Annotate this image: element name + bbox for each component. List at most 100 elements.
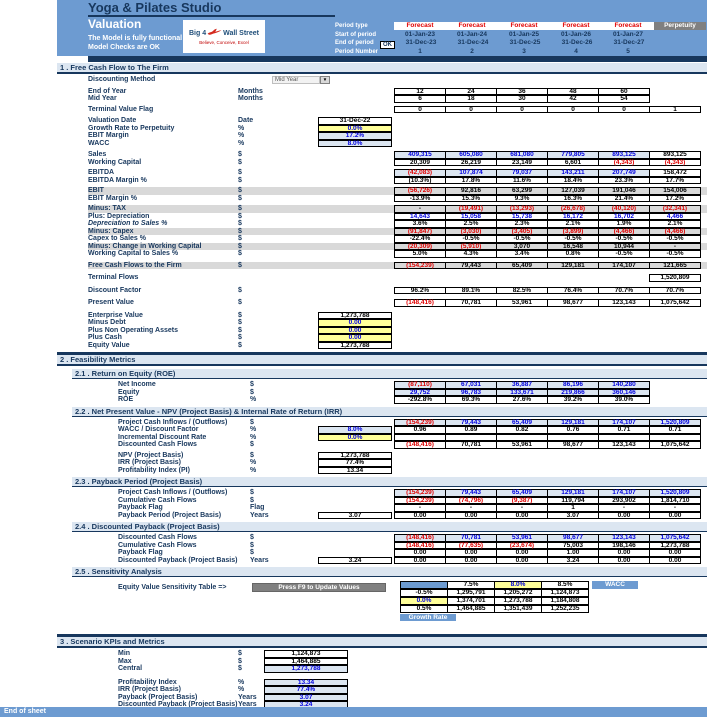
input-value-box[interactable]: 0.0%	[318, 124, 392, 132]
sensitivity-cell: 1,205,272	[494, 589, 542, 597]
row-label: Profitability Index	[118, 678, 177, 686]
row-label: Payback Period (Project Basis)	[118, 511, 222, 519]
sheet-row: EBITDA $ (42,083) 107,874 79,037 143,211 207,7…	[88, 169, 707, 177]
row-label: EBITDA	[88, 169, 115, 176]
sheet-row: WACC / Discount Factor% 8.0% 0.96 0.89 0.82 0…	[118, 426, 707, 434]
row-unit: $	[238, 227, 242, 235]
row-box-column: 0.0%	[298, 124, 394, 132]
sheet-row: NPV (Project Basis) $1,273,788	[118, 451, 707, 459]
row-label: Max	[118, 657, 132, 665]
row-box-column: 1,273,788	[264, 665, 360, 673]
grid-cell: 360,146	[598, 388, 650, 396]
sheet-row: End of Year Months 12 24 36 48 60	[88, 87, 707, 95]
sheet-row: Equity Value $1,273,788	[88, 341, 707, 349]
row-label: Cumulative Cash Flows	[118, 496, 197, 504]
row-unit: $	[238, 657, 242, 665]
row-label: Discounting Method	[88, 76, 156, 83]
grid-cell: -0.5%	[649, 250, 701, 258]
row-box-column: 1,273,788	[298, 451, 394, 459]
row-unit: %	[238, 678, 245, 686]
row-box-column	[298, 95, 394, 103]
grid-cell: 0.00	[394, 549, 446, 557]
value-box: 31-Dec-22	[318, 117, 392, 125]
sheet-row: Terminal Flows 1,520,809	[88, 274, 707, 282]
row-cells: (154,239) 79,443 65,409 129,181 174,107 121,6…	[394, 261, 707, 269]
sheet-row: Minus: Capex $ (91,847) (3,030) (3,405) (3,89…	[88, 227, 707, 235]
discounting-method-dropdown[interactable]: Mid Year ▼	[272, 76, 330, 84]
grid-cell: 53,961	[496, 534, 548, 542]
grid-cell: 26,219	[445, 158, 497, 166]
grid-cell: 4,466	[649, 212, 701, 220]
empty-cell	[547, 274, 599, 282]
row-box-column	[298, 159, 394, 167]
sensitivity-analysis-block: Equity Value Sensitivity Table => Press …	[118, 581, 707, 631]
row-unit: $	[250, 489, 254, 496]
period-type-row: Period type Forecast Forecast Forecast Fore…	[335, 22, 707, 31]
value-box: 8.0%	[318, 426, 392, 434]
grid-cell: (13,293)	[496, 205, 548, 213]
row-label: Plus Cash	[88, 334, 122, 341]
grid-cell: -0.5%	[649, 235, 701, 243]
row-cells: (148,416) (77,635) (23,674) 75,003 198,146 1,…	[394, 541, 707, 549]
grid-cell: 0.00	[598, 511, 650, 519]
grid-cell: 67,031	[445, 381, 497, 389]
header-divider-bar	[88, 56, 707, 62]
period-type-cell: Forecast	[602, 22, 654, 31]
grid-cell: 36	[496, 87, 548, 95]
grid-cell: -	[445, 504, 497, 512]
sheet-row: Cumulative Cash Flows $ (148,416) (77,635)(…	[118, 541, 707, 550]
value-box: 13.34	[264, 678, 348, 686]
row-unit: Years	[250, 556, 269, 564]
period-end-cell: 31-Dec-23	[405, 39, 437, 47]
row-unit	[238, 274, 298, 282]
logo-text-right: Wall Street	[223, 30, 260, 37]
sensitivity-col-header: 7.5%	[447, 581, 495, 589]
grid-cell: 65,409	[496, 261, 548, 269]
period-end-cell: 31-Dec-26	[561, 39, 593, 47]
grid-cell: (154,239)	[394, 489, 446, 497]
row-unit: $	[250, 496, 254, 504]
sensitivity-cell: 1,124,873	[541, 589, 589, 597]
update-values-button[interactable]: Press F9 to Update Values	[252, 583, 386, 592]
value-box: 1,124,873	[264, 650, 348, 658]
row-box-column	[298, 213, 394, 221]
grid-cell: 191,046	[598, 187, 650, 195]
sheet-row: Max $1,464,885	[118, 657, 707, 665]
row-box-column	[298, 542, 394, 550]
row-unit: $	[238, 299, 242, 306]
input-value-box[interactable]: 0.00	[318, 319, 392, 327]
grid-cell: (9,387)	[496, 496, 548, 504]
chevron-down-icon[interactable]: ▼	[320, 76, 330, 84]
grid-cell: 39.2%	[547, 396, 599, 404]
grid-cell: 119,794	[547, 496, 599, 504]
grid-cell: 123,143	[598, 299, 650, 307]
row-unit: $	[238, 286, 242, 294]
input-value-box[interactable]: 0.00	[318, 326, 392, 334]
row-cells: 14,643 15,058 15,738 16,172 16,702 4,466	[394, 212, 707, 220]
model-status-line2: Model Checks are OK	[88, 44, 160, 51]
grid-cell: 2.1%	[547, 220, 599, 228]
section-25-header: 2.5 . Sensitivity Analysis	[72, 567, 707, 577]
section-22-header: 2.2 . Net Present Value - NPV (Project B…	[72, 406, 707, 417]
input-value-box[interactable]: 0.00	[318, 334, 392, 342]
value-box: 1,464,885	[264, 657, 348, 665]
input-value-box[interactable]: 0.0%	[318, 433, 392, 441]
grid-cell: 409,315	[394, 151, 446, 159]
row-box-column: 1,464,885	[264, 657, 360, 665]
grid-cell	[394, 433, 446, 441]
grid-cell: (32,341)	[649, 205, 701, 213]
grid-cell: 54	[598, 95, 650, 103]
row-label: Sales	[88, 151, 107, 158]
section-23-header: 2.3 . Payback Period (Project Basis)	[72, 477, 707, 487]
row-box-column: 77.4%	[298, 459, 394, 467]
row-cells: 12 24 36 48 60	[394, 87, 707, 95]
row-unit: Months	[238, 95, 263, 102]
grid-cell: 30	[496, 95, 548, 103]
grid-cell: 3.6%	[394, 220, 446, 228]
row-cells: -22.4% -0.5% -0.5% -0.5% -0.5% -0.5%	[394, 235, 707, 243]
grid-cell: (148,416)	[394, 534, 446, 542]
row-cells: 29,752 96,783 133,671 219,866 360,146	[394, 388, 707, 396]
growth-rate-axis-label: Growth Rate	[400, 614, 456, 621]
grid-cell: 16,172	[547, 212, 599, 220]
row-box-column: 0.0%	[298, 433, 394, 441]
